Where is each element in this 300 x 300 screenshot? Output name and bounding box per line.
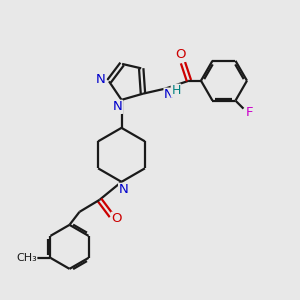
Text: F: F — [246, 106, 253, 119]
Text: N: N — [96, 73, 106, 86]
Text: H: H — [171, 84, 181, 97]
Text: N: N — [164, 88, 174, 101]
Text: N: N — [118, 183, 128, 196]
Text: O: O — [176, 48, 186, 61]
Text: CH₃: CH₃ — [16, 253, 37, 263]
Text: N: N — [112, 100, 122, 113]
Text: O: O — [111, 212, 122, 225]
